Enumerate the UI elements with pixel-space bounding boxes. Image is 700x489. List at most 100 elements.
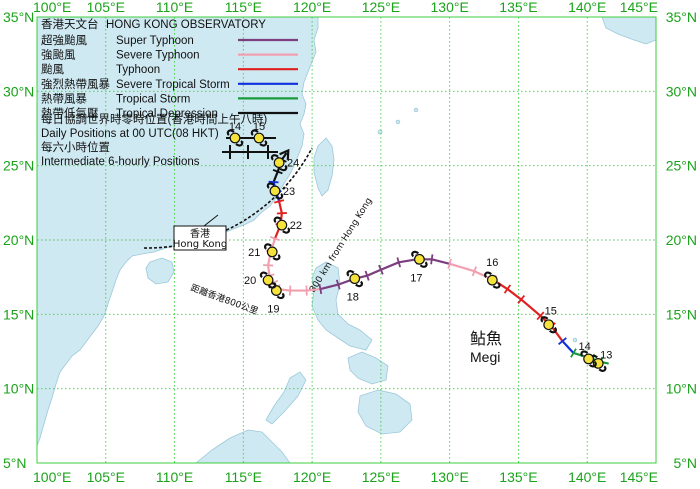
longitude-label-bottom: 105°E: [87, 469, 125, 485]
daily-position-label: 17: [410, 272, 422, 284]
storm-tail: [259, 271, 268, 279]
longitude-label-top: 135°E: [499, 0, 537, 15]
legend-category-en: Tropical Depression: [116, 108, 218, 120]
track-segment: [397, 258, 418, 264]
storm-symbol: [270, 154, 288, 172]
longitude-label-top: 110°E: [156, 0, 193, 15]
latitude-label-right: 30°N: [666, 83, 697, 99]
longitude-label-top: 100°E: [33, 0, 71, 15]
hong-kong-label-box: [173, 225, 227, 251]
legend-category-en: Super Typhoon: [116, 35, 194, 47]
storm-symbol: [226, 129, 244, 147]
latitude-label-right: 25°N: [666, 158, 697, 174]
track-segment: [277, 200, 283, 215]
track-segment: [319, 283, 340, 291]
track-segment: [379, 261, 400, 271]
ryukyu-island: [395, 119, 401, 125]
legend-six-hourly-sample: [222, 145, 278, 159]
storm-tail: [540, 316, 549, 323]
longitude-label-bottom: 145°E: [620, 469, 658, 485]
storm-tail: [279, 164, 288, 172]
legend-category-en: Tropical Storm: [116, 93, 190, 105]
storm-symbol: [580, 350, 597, 368]
hong-kong-800km-radius: [143, 147, 313, 249]
longitude-label-bottom: 100°E: [33, 469, 71, 485]
six-hourly-tick: [503, 284, 512, 294]
storm-core: [414, 253, 425, 265]
storm-core: [266, 246, 278, 258]
legend-categories: 超強颱風 Super Typhoon 強颱風 Severe Typhoon 颱風 Typh…: [41, 33, 298, 120]
visayas-islands: [347, 351, 389, 385]
six-hourly-tick: [364, 270, 370, 281]
track-arrow: [279, 148, 290, 160]
storm-symbol: [266, 182, 284, 200]
legend-category-zh: 強烈熱帶風暴: [41, 77, 110, 91]
longitude-label-top: 120°E: [293, 0, 331, 15]
six-hourly-tick: [430, 254, 434, 265]
legend-category-zh: 熱帶低氣壓: [41, 106, 99, 120]
six-hourly-tick: [378, 264, 384, 275]
storm-tail: [484, 271, 492, 279]
storm-tail: [355, 280, 364, 288]
ryukyu-island: [413, 107, 419, 113]
storm-tail: [419, 261, 428, 268]
six-hourly-tick: [396, 257, 402, 268]
latitude-label-left: 25°N: [3, 158, 34, 174]
storm-core: [229, 132, 241, 144]
track-segment: [272, 170, 279, 184]
daily-position-label: 15: [545, 306, 557, 318]
japan-islands: [601, 17, 656, 45]
longitude-label-bottom: 110°E: [156, 469, 193, 485]
storm-tail: [250, 129, 259, 136]
legend-daily-day-label: 14: [229, 121, 241, 133]
storm-tail: [346, 270, 355, 277]
hainan-island: [145, 257, 175, 285]
storm-tail: [263, 243, 272, 250]
taiwan-island: [313, 137, 335, 197]
legend-category-zh: 熱帶風暴: [41, 92, 87, 105]
six-hourly-tick: [272, 169, 283, 175]
legend-category-zh: 颱風: [41, 62, 64, 76]
track-segment: [448, 262, 476, 273]
latitude-label-left: 10°N: [3, 381, 34, 397]
latitude-tick-labels: 35°N 35°N 30°N 30°N 25°N 25°N 20°N 20°N 15°N 15°N…: [3, 9, 697, 471]
track-segment: [305, 287, 322, 292]
daily-position-label: 21: [248, 247, 260, 259]
longitude-label-top: 125°E: [362, 0, 400, 15]
storm-symbol: [540, 316, 557, 334]
mindanao-island: [357, 389, 413, 435]
storm-tail: [492, 282, 501, 289]
storm-tail: [270, 154, 279, 161]
six-hourly-tick: [447, 258, 452, 269]
latitude-label-right: 35°N: [666, 9, 697, 25]
storm-symbol: [250, 129, 268, 147]
six-hourly-tick: [269, 235, 280, 242]
latitude-label-right: 10°N: [666, 381, 697, 397]
track-segment: [520, 298, 542, 317]
six-hourly-tick: [517, 295, 526, 304]
latitude-label-left: 30°N: [3, 83, 34, 99]
daily-position-label: 20: [244, 275, 256, 287]
legend-category-zh: 超強颱風: [41, 33, 87, 47]
storm-symbol: [484, 271, 501, 289]
daily-position-label: 13: [600, 349, 612, 361]
legend: 香港天文台 HONG KONG OBSERVATORY 超強颱風 Super Ty…: [41, 17, 298, 168]
longitude-label-bottom: 125°E: [362, 469, 400, 485]
storm-name-en: Megi: [470, 349, 500, 365]
storm-symbol: [263, 243, 281, 261]
latitude-label-left: 15°N: [3, 306, 34, 322]
guam-island: [572, 337, 578, 343]
legend-six-hourly-en: Intermediate 6-hourly Positions: [41, 156, 200, 168]
track-segment: [506, 287, 523, 301]
latitude-label-left: 20°N: [3, 232, 34, 248]
storm-tail: [411, 250, 420, 258]
six-hourly-tick: [263, 264, 274, 267]
daily-position-label: 22: [290, 220, 302, 232]
longitude-label-bottom: 115°E: [225, 469, 262, 485]
daily-position-label: 16: [486, 257, 498, 269]
storm-tail: [276, 292, 285, 300]
track-segment: [366, 268, 382, 277]
map-frame: [36, 16, 657, 464]
ryukyu-island: [377, 129, 383, 135]
